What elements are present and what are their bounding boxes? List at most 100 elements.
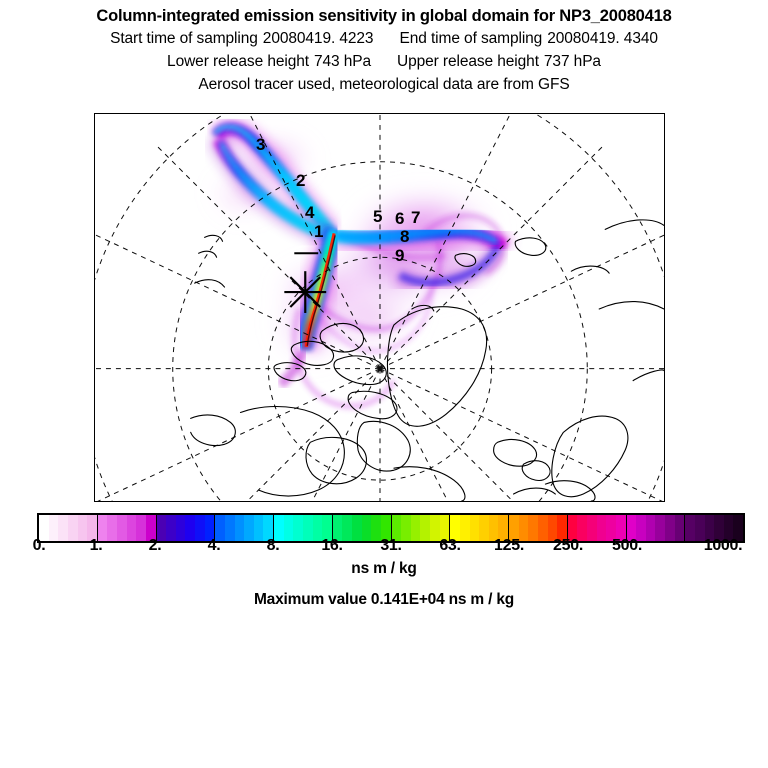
colorbar-step-11-2	[704, 515, 715, 541]
colorbar-step-1-4	[136, 515, 146, 541]
end-time-label: End time of sampling	[399, 30, 543, 47]
colorbar-step-3-3	[244, 515, 254, 541]
colorbar-step-7-0	[450, 515, 460, 541]
colorbar-band-6	[391, 515, 451, 541]
colorbar-band-7	[450, 515, 509, 541]
colorbar-step-2-4	[195, 515, 205, 541]
colorbar-step-1-2	[117, 515, 127, 541]
colorbar-step-5-2	[352, 515, 362, 541]
day-marker-1: 1	[314, 222, 324, 241]
colorbar-tick-3: 4.	[207, 537, 221, 554]
day-marker-6: 6	[395, 209, 405, 228]
map-canvas	[95, 114, 664, 501]
colorbar-step-2-2	[175, 515, 186, 541]
colorbar-step-11-4	[723, 515, 734, 541]
colorbar-step-11-1	[694, 515, 705, 541]
day-marker-8: 8	[400, 227, 410, 246]
colorbar-step-6-5	[439, 515, 450, 541]
day-marker-4: 4	[305, 203, 315, 222]
colorbar-step-8-2	[528, 515, 538, 541]
colorbar-step-10-4	[665, 515, 675, 541]
colorbar-step-6-3	[420, 515, 430, 541]
colorbar-step-5-0	[332, 515, 343, 541]
lower-release-height-value: 743 hPa	[313, 53, 371, 70]
day-marker-7: 7	[411, 208, 421, 227]
colorbar-step-9-2	[587, 515, 597, 541]
map-plot-panel: 1 2 3 4 5 6 7 8 9	[94, 113, 665, 502]
colorbar-step-4-4	[312, 515, 323, 541]
colorbar-tick-labels: 0. 1. 2. 4. 8. 16. 31. 63. 125. 250. 500. 1000.	[0, 537, 768, 559]
colorbar-band-8	[509, 515, 568, 541]
colorbar-step-3-4	[253, 515, 264, 541]
colorbar-band-10	[626, 515, 686, 541]
colorbar-step-7-2	[469, 515, 480, 541]
colorbar-band-1	[97, 515, 157, 541]
colorbar-step-0-5	[87, 515, 97, 541]
colorbar-step-5-5	[380, 515, 391, 541]
colorbar-step-9-3	[596, 515, 607, 541]
colorbar-step-5-4	[371, 515, 381, 541]
colorbar-step-2-0	[156, 515, 167, 541]
end-time-value: 20080419. 4340	[547, 30, 658, 47]
graticule	[95, 114, 664, 501]
colorbar-step-11-3	[714, 515, 724, 541]
upper-release-height-label: Upper release height	[397, 53, 539, 70]
colorbar-step-10-0	[626, 515, 637, 541]
colorbar-tick-7: 63.	[439, 537, 461, 554]
start-time-label: Start time of sampling	[110, 30, 258, 47]
colorbar-step-6-4	[430, 515, 440, 541]
colorbar-container	[37, 513, 745, 543]
figure-title: Column-integrated emission sensitivity i…	[96, 7, 672, 25]
colorbar-step-9-1	[577, 515, 587, 541]
colorbar-tick-4: 8.	[266, 537, 280, 554]
colorbar-step-4-3	[302, 515, 313, 541]
colorbar-step-2-1	[166, 515, 176, 541]
upper-release-height-value: 737 hPa	[543, 53, 601, 70]
colorbar-step-10-2	[645, 515, 656, 541]
colorbar-tick-0: 0.	[32, 537, 46, 554]
colorbar-band-5	[332, 515, 392, 541]
day-marker-3: 3	[256, 135, 266, 154]
colorbar-step-11-0	[685, 515, 695, 541]
maximum-value-label: Maximum value 0.141E+04 ns m / kg	[253, 591, 515, 608]
sampling-time-line: Start time of sampling 20080419. 4223 End …	[0, 27, 768, 50]
colorbar-step-10-1	[636, 515, 646, 541]
colorbar-step-8-5	[557, 515, 567, 541]
tracer-note: Aerosol tracer used, meteorological data…	[198, 76, 570, 93]
colorbar-step-6-0	[391, 515, 402, 541]
colorbar-step-7-5	[498, 515, 508, 541]
colorbar-step-3-2	[234, 515, 245, 541]
coastlines	[190, 219, 664, 501]
lower-release-height-label: Lower release height	[167, 53, 309, 70]
release-height-line: Lower release height 743 hPa Upper release…	[0, 50, 768, 73]
colorbar-step-4-2	[293, 515, 303, 541]
colorbar-step-11-5	[733, 515, 743, 541]
colorbar-step-4-1	[283, 515, 294, 541]
colorbar-tick-11: 1000.	[703, 537, 743, 554]
colorbar-step-4-0	[274, 515, 284, 541]
colorbar-step-1-3	[126, 515, 137, 541]
colorbar-band-3	[215, 515, 274, 541]
colorbar-step-0-3	[67, 515, 78, 541]
colorbar-tick-1: 1.	[89, 537, 103, 554]
colorbar-band-9	[567, 515, 627, 541]
colorbar-step-1-5	[145, 515, 156, 541]
colorbar-step-7-1	[459, 515, 470, 541]
colorbar-tick-10: 500.	[612, 537, 642, 554]
colorbar-step-7-4	[488, 515, 499, 541]
colorbar-band-4	[274, 515, 333, 541]
colorbar-step-9-4	[606, 515, 616, 541]
colorbar-step-8-4	[547, 515, 558, 541]
colorbar-step-1-0	[97, 515, 108, 541]
colorbar-tick-9: 250.	[553, 537, 583, 554]
colorbar-step-4-5	[322, 515, 332, 541]
colorbar-step-0-1	[48, 515, 59, 541]
plume-northwest-arm	[207, 118, 339, 246]
start-time-value: 20080419. 4223	[262, 30, 374, 47]
colorbar-step-7-3	[479, 515, 489, 541]
colorbar-step-10-5	[674, 515, 685, 541]
colorbar-tick-6: 31.	[380, 537, 402, 554]
colorbar-step-2-5	[204, 515, 215, 541]
colorbar-step-5-3	[361, 515, 372, 541]
colorbar-step-6-1	[401, 515, 411, 541]
